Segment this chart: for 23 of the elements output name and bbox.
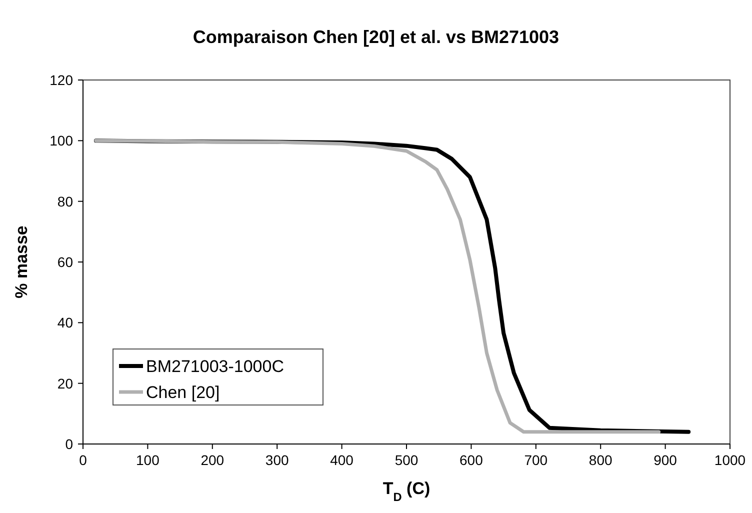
y-tick-label: 100 <box>50 132 74 149</box>
y-tick-label: 40 <box>57 314 74 331</box>
y-tick-label: 60 <box>57 254 74 270</box>
x-tick-label: 700 <box>524 452 548 468</box>
legend-label: Chen [20] <box>146 383 220 402</box>
x-axis-title: T$_{D}$ (C) <box>382 479 430 504</box>
x-tick-label: 1000 <box>714 452 746 468</box>
x-tick-label: 100 <box>136 452 160 468</box>
legend-label: BM271003-1000C <box>146 357 284 376</box>
y-tick-label: 20 <box>57 375 74 392</box>
y-tick-label: 0 <box>65 436 74 452</box>
x-tick-label: 800 <box>588 452 612 468</box>
x-tick-label: 900 <box>654 452 678 468</box>
x-tick-label: 300 <box>265 452 289 468</box>
y-tick-label: 80 <box>57 193 74 210</box>
x-tick-label: 0 <box>79 452 88 468</box>
x-tick-label: 400 <box>330 452 354 468</box>
chart-title: Comparaison Chen [20] et al. vs BM271003 <box>192 27 560 47</box>
y-tick-label: 120 <box>50 72 74 88</box>
x-tick-label: 500 <box>394 452 418 468</box>
x-tick-label: 600 <box>460 452 484 468</box>
y-axis-title: % masse <box>12 226 31 298</box>
x-tick-label: 200 <box>200 452 224 468</box>
